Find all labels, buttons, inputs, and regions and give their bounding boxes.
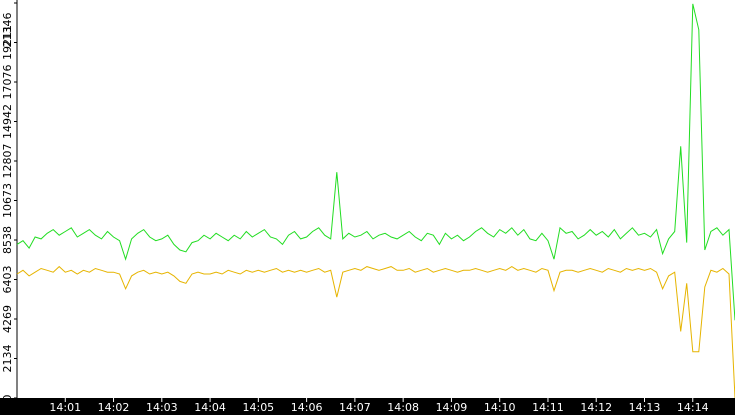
x-tick-label: 14:07 xyxy=(339,401,371,414)
y-tick-label: 10673 xyxy=(1,183,14,218)
x-tick-label: 14:01 xyxy=(49,401,81,414)
y-tick-label: 8538 xyxy=(1,226,14,254)
x-tick-label: 14:14 xyxy=(677,401,709,414)
x-tick-label: 14:12 xyxy=(580,401,612,414)
y-tick-label: 17076 xyxy=(1,65,14,100)
x-tick-label: 14:05 xyxy=(242,401,274,414)
x-tick-label: 14:11 xyxy=(532,401,564,414)
y-tick-label: 0 xyxy=(1,395,14,402)
x-axis-strip xyxy=(0,398,735,415)
y-tick-label: 21346 xyxy=(1,13,14,48)
y-tick-label: 12807 xyxy=(1,144,14,179)
x-tick-label: 14:09 xyxy=(436,401,468,414)
series-line xyxy=(16,3,735,321)
x-tick-label: 14:03 xyxy=(146,401,178,414)
x-tick-label: 14:13 xyxy=(629,401,661,414)
y-tick-label: 19211 xyxy=(1,25,14,60)
y-tick-label: 4269 xyxy=(1,305,14,333)
series-line xyxy=(16,265,735,399)
x-tick-label: 14:02 xyxy=(98,401,130,414)
x-tick-label: 14:10 xyxy=(484,401,516,414)
x-tick-label: 14:06 xyxy=(291,401,323,414)
y-tick-label: 14942 xyxy=(1,104,14,139)
y-tick-label: 2134 xyxy=(1,345,14,373)
x-tick-label: 14:08 xyxy=(387,401,419,414)
y-tick-label: 6403 xyxy=(1,266,14,294)
x-tick-label: 14:04 xyxy=(194,401,226,414)
